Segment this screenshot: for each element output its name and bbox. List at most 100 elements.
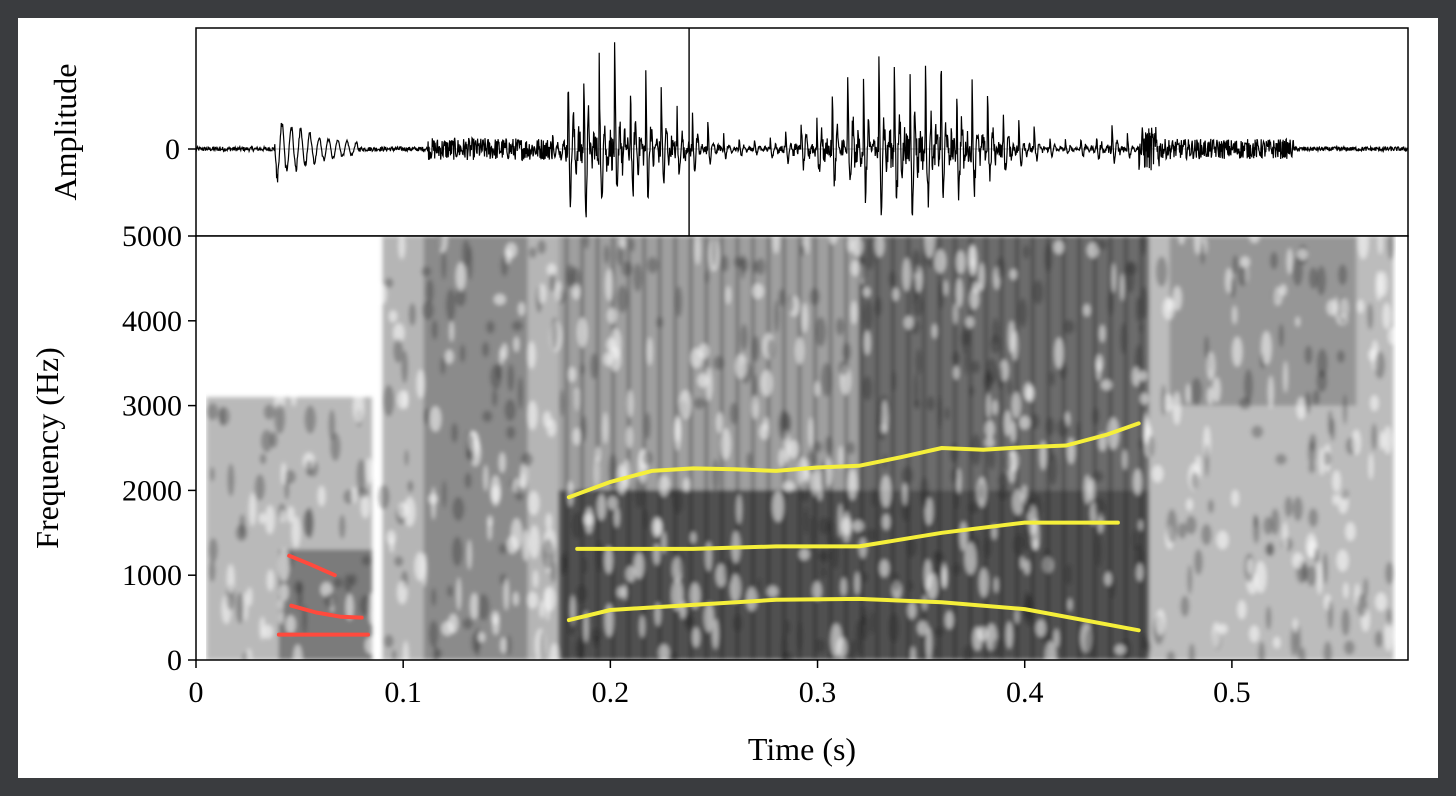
- spectrogram-speckle: [907, 601, 917, 619]
- spectrogram-speckle: [902, 482, 908, 506]
- spectrogram-speckle: [799, 480, 811, 502]
- voicing-striation: [689, 236, 693, 660]
- spectrogram-speckle: [863, 299, 873, 331]
- spectrogram-speckle: [1185, 515, 1197, 535]
- spectrogram-speckle: [1140, 634, 1149, 650]
- spectrogram-speckle: [1258, 641, 1265, 660]
- waveform-panel: 0 Amplitude: [47, 27, 1409, 237]
- spectrogram-speckle: [539, 600, 545, 619]
- spectrogram-speckle: [806, 450, 817, 475]
- spectrogram-speckle: [1144, 417, 1150, 444]
- spectrogram-speckle: [705, 541, 712, 572]
- spectrogram-speckle: [994, 577, 999, 593]
- spectrogram-speckle: [608, 453, 618, 487]
- spectrogram-speckle: [1138, 322, 1144, 334]
- spectrogram-speckle: [540, 630, 545, 660]
- spectrogram-speckle: [563, 549, 569, 575]
- spectrogram-speckle: [320, 582, 333, 597]
- spectrogram-speckle: [1063, 319, 1075, 334]
- spectrogram-speckle: [821, 362, 833, 397]
- spectrogram-speckle: [408, 302, 416, 326]
- spectrogram-speckle: [1269, 251, 1279, 270]
- spectrogram-speckle: [713, 356, 725, 370]
- spectrogram-speckle: [462, 618, 473, 630]
- spectrogram-speckle: [549, 643, 560, 660]
- spectrogram-speckle: [1322, 451, 1332, 466]
- spectrogram-speckle: [543, 586, 556, 612]
- spectrogram-speckle: [559, 389, 564, 417]
- spectrogram-speckle: [1136, 563, 1144, 582]
- spectrogram-speckle: [880, 475, 892, 508]
- spectrogram-speckle: [527, 400, 538, 430]
- spectrogram-speckle: [389, 536, 395, 553]
- spectrogram-speckle: [996, 366, 1004, 390]
- spectrogram-speckle: [1342, 394, 1348, 425]
- spectrogram-speckle: [388, 310, 398, 323]
- spectrogram-speckle: [912, 276, 917, 305]
- spectrogram-speckle: [712, 618, 719, 650]
- spectrogram-speckle: [881, 399, 888, 434]
- spectrogram-speckle: [861, 571, 869, 583]
- spectrogram-speckle: [1338, 264, 1348, 286]
- spectrogram-speckle: [838, 360, 849, 376]
- spectrogram-speckle: [1237, 265, 1248, 287]
- spectrogram-speckle: [1207, 387, 1214, 405]
- spectrogram-speckle: [1094, 497, 1106, 519]
- spectrogram-speckle: [1261, 330, 1272, 365]
- spectrogram-plot-area: [195, 235, 1409, 661]
- spectrogram-xlabel: Time (s): [748, 731, 856, 767]
- spectrogram-speckle: [1120, 273, 1125, 302]
- spectrogram-speckle: [572, 283, 580, 300]
- spectrogram-speckle: [422, 300, 434, 320]
- spectrogram-speckle: [286, 506, 295, 523]
- spectrogram-speckle: [787, 295, 795, 313]
- spectrogram-speckle: [545, 513, 552, 531]
- spectrogram-speckle: [1095, 239, 1107, 251]
- spectrogram-speckle: [1339, 297, 1349, 320]
- spectrogram-panel: 0 1000 2000 3000 4000 5000 0 0.1 0.2 0.3 0.4 0.5 F…: [29, 220, 1409, 767]
- spectrogram-speckle: [907, 580, 914, 592]
- spectrogram-speckle: [965, 316, 975, 329]
- spectrogram-speckle: [1327, 409, 1333, 436]
- spectrogram-speckle: [1265, 606, 1272, 630]
- spectrogram-speckle: [647, 337, 653, 366]
- spectrogram-speckle: [582, 557, 588, 574]
- spectrogram-speckle: [1207, 499, 1214, 514]
- spectrogram-speckle: [1053, 240, 1065, 255]
- spectrogram-speckle: [1020, 556, 1025, 570]
- spectrogram-speckle: [1155, 256, 1168, 287]
- spectrogram-speckle: [595, 446, 601, 462]
- spectrogram-speckle: [778, 409, 791, 441]
- spectrogram-speckle: [913, 372, 919, 407]
- spectrogram-speckle: [1284, 496, 1293, 518]
- spectrogram-speckle: [328, 409, 336, 441]
- spectrogram-speckle: [757, 577, 762, 595]
- spectrogram-speckle: [486, 320, 495, 334]
- spectrogram-speckle: [998, 473, 1009, 489]
- spectrogram-speckle: [293, 644, 303, 660]
- spectrogram-speckle: [1166, 508, 1178, 543]
- spectrogram-speckle: [1367, 303, 1374, 330]
- spectrogram-speckle: [573, 388, 580, 412]
- spectrogram-speckle: [210, 466, 215, 482]
- spectrogram-speckle: [690, 348, 703, 368]
- spectrogram-speckle: [832, 536, 840, 570]
- spectrogram-speckle: [983, 537, 992, 559]
- spectrogram-speckle: [262, 624, 274, 639]
- spectrogram-speckle: [1293, 618, 1298, 633]
- spectrogram-speckle: [815, 316, 827, 347]
- spectrogram-speckle: [923, 559, 932, 591]
- spectrogram-speckle: [986, 358, 998, 384]
- spectrogram-speckle: [1194, 236, 1202, 255]
- spectrogram-speckle: [1120, 323, 1127, 355]
- spectrogram-speckle: [1231, 489, 1239, 507]
- spectrogram-speckle: [527, 341, 536, 369]
- spectrogram-speckle: [787, 440, 799, 459]
- spectrogram-speckle: [431, 588, 437, 607]
- spectrogram-speckle: [746, 452, 752, 470]
- spectrogram-speckle: [1086, 242, 1099, 259]
- spectrogram-speckle: [863, 286, 871, 298]
- spectrogram-speckle: [500, 637, 507, 654]
- yellow-formant-track-4: [575, 520, 1120, 551]
- spectrogram-speckle: [704, 270, 710, 284]
